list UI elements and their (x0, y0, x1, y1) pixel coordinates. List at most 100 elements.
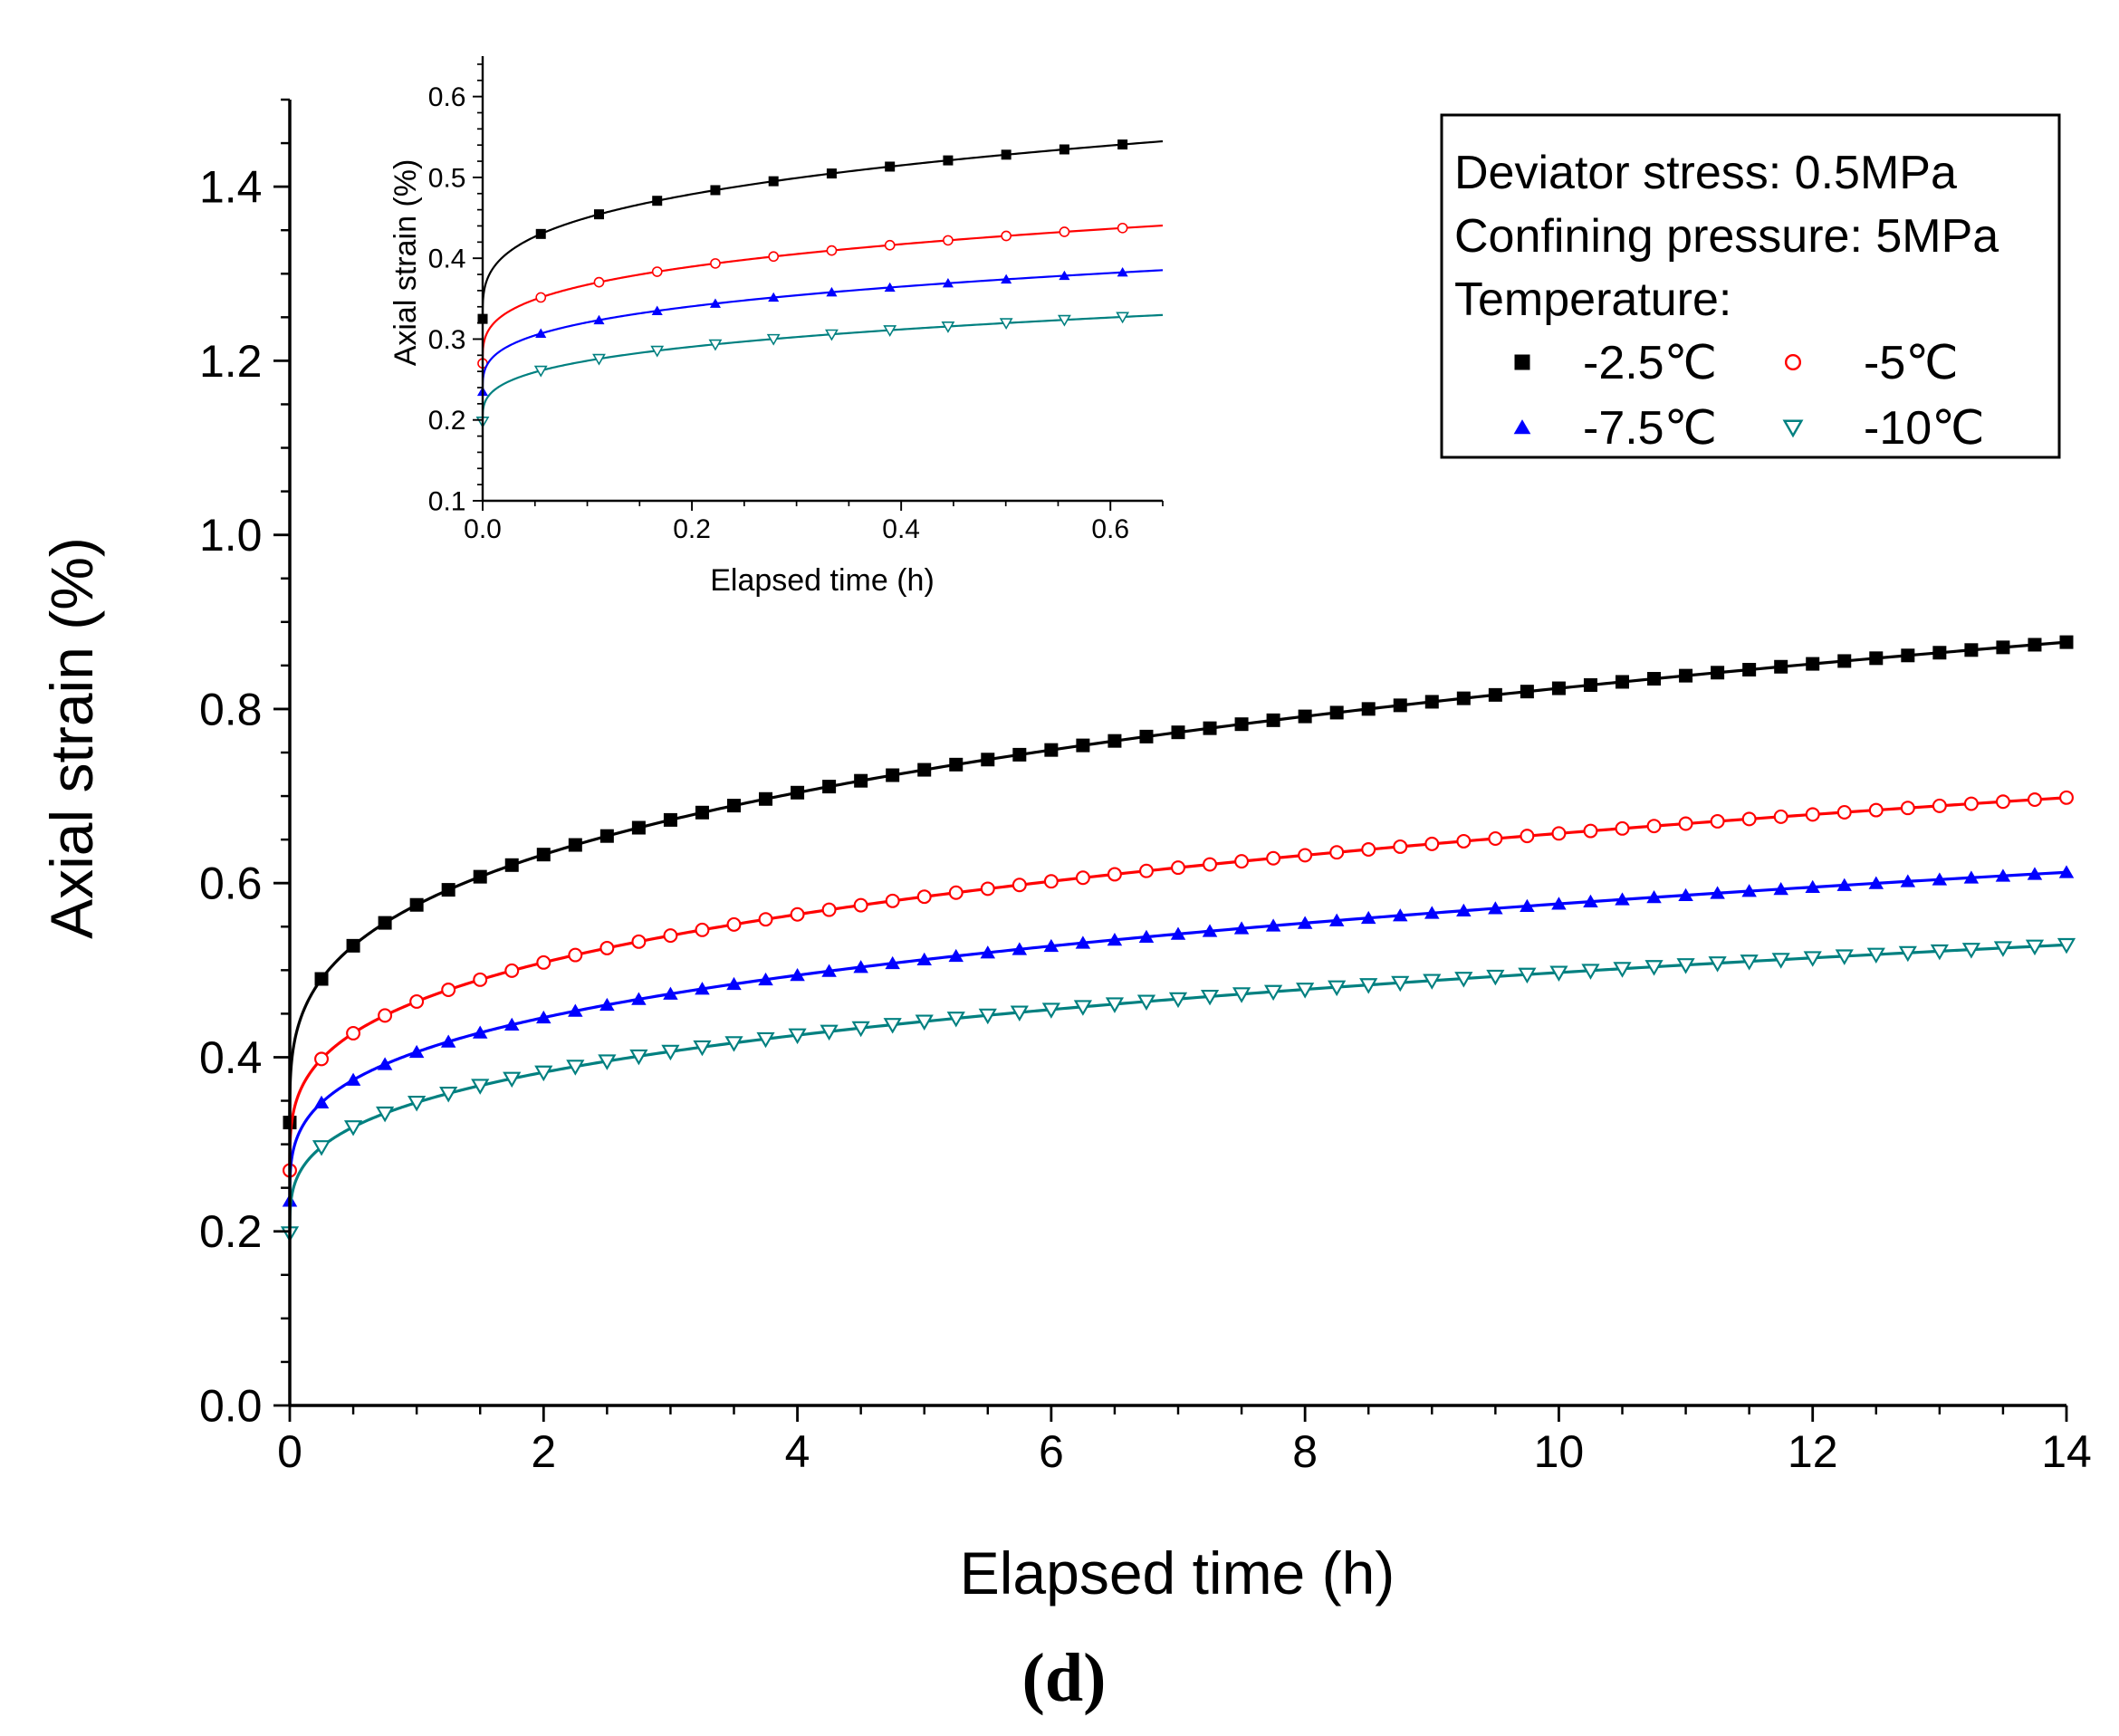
main-point-0-48 (1806, 657, 1820, 671)
main-point-2-51 (1900, 874, 1916, 887)
main-point-3-44 (1676, 958, 1695, 974)
main-point-0-54 (1996, 640, 2010, 655)
legend-marker-3 (1782, 419, 1804, 438)
legend-temperature: Temperature: (1454, 273, 1731, 326)
main-point-1-22 (980, 881, 995, 897)
main-point-2-8 (536, 1010, 551, 1024)
main-point-0-6 (473, 869, 487, 884)
main-point-0-41 (1583, 677, 1597, 692)
inset-point-0-8 (943, 155, 954, 166)
main-point-3-8 (534, 1065, 553, 1082)
main-point-1-35 (1393, 839, 1408, 854)
main-point-1-31 (1266, 850, 1281, 866)
inset-point-1-5 (768, 251, 780, 263)
inset-point-3-2 (592, 353, 606, 366)
legend-box (1440, 113, 2061, 459)
legend: Deviator stress: 0.5MPa Confining pressu… (1440, 113, 2061, 459)
main-point-1-49 (1836, 804, 1852, 820)
inset-point-2-6 (826, 286, 838, 297)
main-point-2-36 (1424, 906, 1440, 919)
main-point-0-18 (854, 773, 868, 788)
main-point-2-2 (345, 1072, 361, 1086)
main-point-3-47 (1771, 953, 1790, 969)
main-point-2-35 (1393, 908, 1408, 922)
main-point-2-4 (408, 1044, 425, 1059)
inset-point-0-11 (1117, 139, 1128, 150)
main-point-3-52 (1930, 944, 1949, 961)
main-point-3-18 (851, 1021, 870, 1038)
main-point-0-8 (536, 848, 551, 862)
inset-point-1-9 (1001, 230, 1012, 242)
main-point-2-21 (948, 948, 964, 963)
main-point-0-33 (1329, 705, 1344, 720)
main-point-1-24 (1043, 874, 1059, 889)
main-point-3-13 (693, 1040, 712, 1057)
main-point-0-29 (1203, 721, 1217, 735)
inset-point-3-9 (999, 318, 1013, 331)
main-point-1-1 (314, 1051, 330, 1067)
main-point-1-28 (1171, 860, 1185, 876)
main-point-0-27 (1139, 729, 1154, 743)
inset-point-3-11 (1116, 312, 1130, 324)
main-point-2-22 (980, 945, 996, 959)
inset-x-tick-label-1: 0.2 (673, 514, 711, 544)
main-point-1-39 (1520, 829, 1535, 844)
main-point-2-37 (1456, 903, 1472, 917)
main-point-2-34 (1360, 910, 1376, 925)
main-point-0-53 (1964, 643, 1979, 657)
main-series-line-3 (288, 943, 2067, 1233)
main-point-1-33 (1329, 845, 1345, 860)
inset-point-0-1 (535, 228, 546, 239)
inset-point-3-6 (825, 329, 839, 341)
legend-label-minus-5: -5℃ (1864, 337, 1959, 389)
main-point-1-43 (1646, 819, 1662, 834)
main-point-1-25 (1075, 870, 1090, 886)
main-point-1-18 (853, 897, 868, 913)
inset-point-1-4 (710, 258, 721, 269)
inset-y-axis-label: Axial strain (%) (388, 159, 423, 367)
main-point-1-3 (378, 1008, 393, 1023)
inset-point-3-5 (766, 333, 781, 346)
main-y-tick-label-0: 0.0 (199, 1381, 263, 1432)
main-point-2-31 (1265, 918, 1281, 932)
main-point-0-1 (314, 972, 329, 986)
main-point-2-27 (1138, 929, 1155, 943)
inset-point-1-10 (1059, 226, 1070, 237)
main-point-3-26 (1105, 997, 1125, 1013)
inset-series-line-3 (481, 313, 1164, 422)
main-point-2-47 (1773, 881, 1788, 896)
main-point-0-5 (441, 883, 455, 897)
main-point-3-5 (439, 1087, 458, 1103)
inset-point-3-4 (708, 339, 723, 351)
main-point-0-4 (409, 897, 424, 912)
main-point-0-20 (917, 762, 932, 777)
legend-marker-0 (1514, 354, 1530, 370)
inset-series-0 (477, 139, 1164, 324)
main-point-2-38 (1488, 901, 1503, 915)
inset-point-1-11 (1117, 222, 1128, 234)
main-point-3-35 (1391, 975, 1410, 993)
main-point-3-21 (946, 1012, 965, 1028)
inset-point-3-7 (883, 325, 897, 337)
main-point-2-15 (758, 972, 773, 986)
main-point-0-37 (1456, 691, 1471, 705)
main-y-axis-label: Axial strain (%) (38, 537, 105, 939)
main-point-2-30 (1233, 921, 1250, 935)
inset-series-3 (475, 312, 1164, 428)
main-point-2-46 (1741, 884, 1757, 897)
inset-point-0-5 (768, 176, 779, 187)
main-point-3-25 (1073, 1000, 1093, 1016)
inset-point-0-10 (1059, 144, 1069, 155)
main-point-1-51 (1900, 801, 1915, 816)
main-point-1-56 (2059, 790, 2074, 805)
main-point-1-32 (1298, 848, 1313, 863)
main-point-1-47 (1773, 809, 1788, 824)
main-point-0-51 (1901, 648, 1915, 663)
main-point-0-34 (1361, 702, 1376, 716)
inset-point-2-10 (1059, 270, 1070, 281)
main-plot-area (280, 635, 2076, 1242)
inset-point-1-2 (593, 276, 605, 288)
main-point-2-52 (1932, 872, 1948, 886)
main-point-1-21 (948, 885, 964, 900)
main-point-2-26 (1107, 932, 1123, 946)
